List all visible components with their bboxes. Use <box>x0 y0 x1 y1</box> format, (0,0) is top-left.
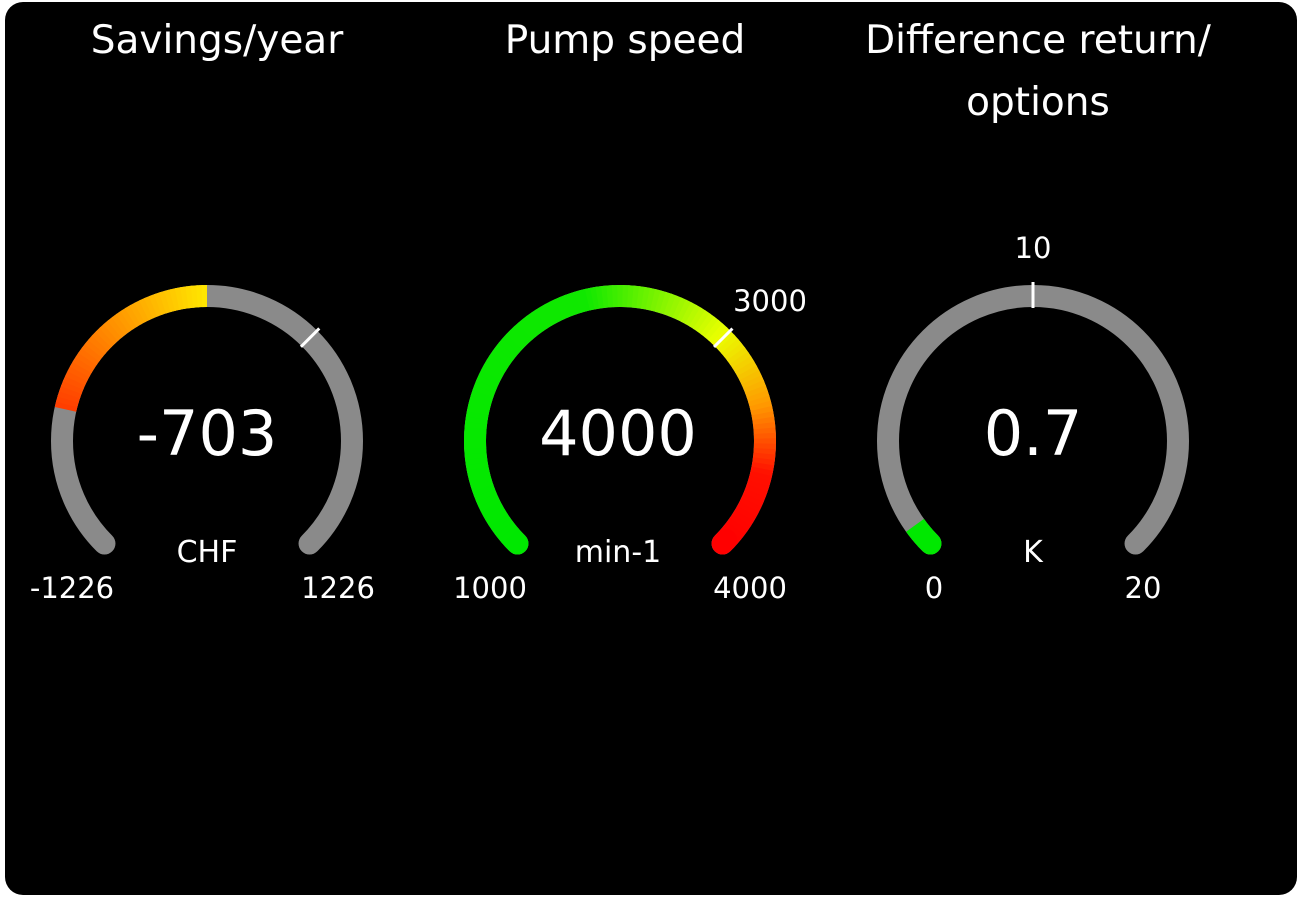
gauge-max-label: 4000 <box>713 571 787 605</box>
gauge-unit: min-1 <box>575 535 661 570</box>
gauge-max-label: 20 <box>1125 571 1162 605</box>
gauge-max-label: 1226 <box>301 571 375 605</box>
gauge-unit: CHF <box>177 535 238 570</box>
gauge-setpoint-marker <box>299 327 321 348</box>
gauge-unit: K <box>1023 535 1044 570</box>
gauge-pump-speed: 4000 min-1 1000 4000 3000 <box>453 284 807 605</box>
gauge-value-arc-segment <box>906 518 927 536</box>
gauge-title-pump-speed: Pump speed <box>504 18 746 63</box>
gauge-savings: -703 CHF -1226 1226 <box>30 285 375 605</box>
gauge-value-arc-segment <box>711 528 738 555</box>
gauge-value: 4000 <box>539 397 697 470</box>
gauge-title-savings: Savings/year <box>90 18 344 63</box>
gauge-difference: 0.7 K 0 20 10 <box>877 231 1189 605</box>
gauge-min-label: 0 <box>925 571 943 605</box>
gauge-title-difference: Difference return/ options <box>865 18 1211 125</box>
gauge-marker-label: 10 <box>1015 231 1052 265</box>
gauge-min-label: -1226 <box>30 571 114 605</box>
gauge-setpoint-marker <box>712 327 734 349</box>
gauge-value: -703 <box>137 397 278 470</box>
dashboard-panel: Savings/year Pump speed Difference retur… <box>5 2 1297 895</box>
gauge-min-label: 1000 <box>453 571 527 605</box>
gauge-marker-label: 3000 <box>733 284 807 318</box>
gauge-value: 0.7 <box>984 397 1083 470</box>
